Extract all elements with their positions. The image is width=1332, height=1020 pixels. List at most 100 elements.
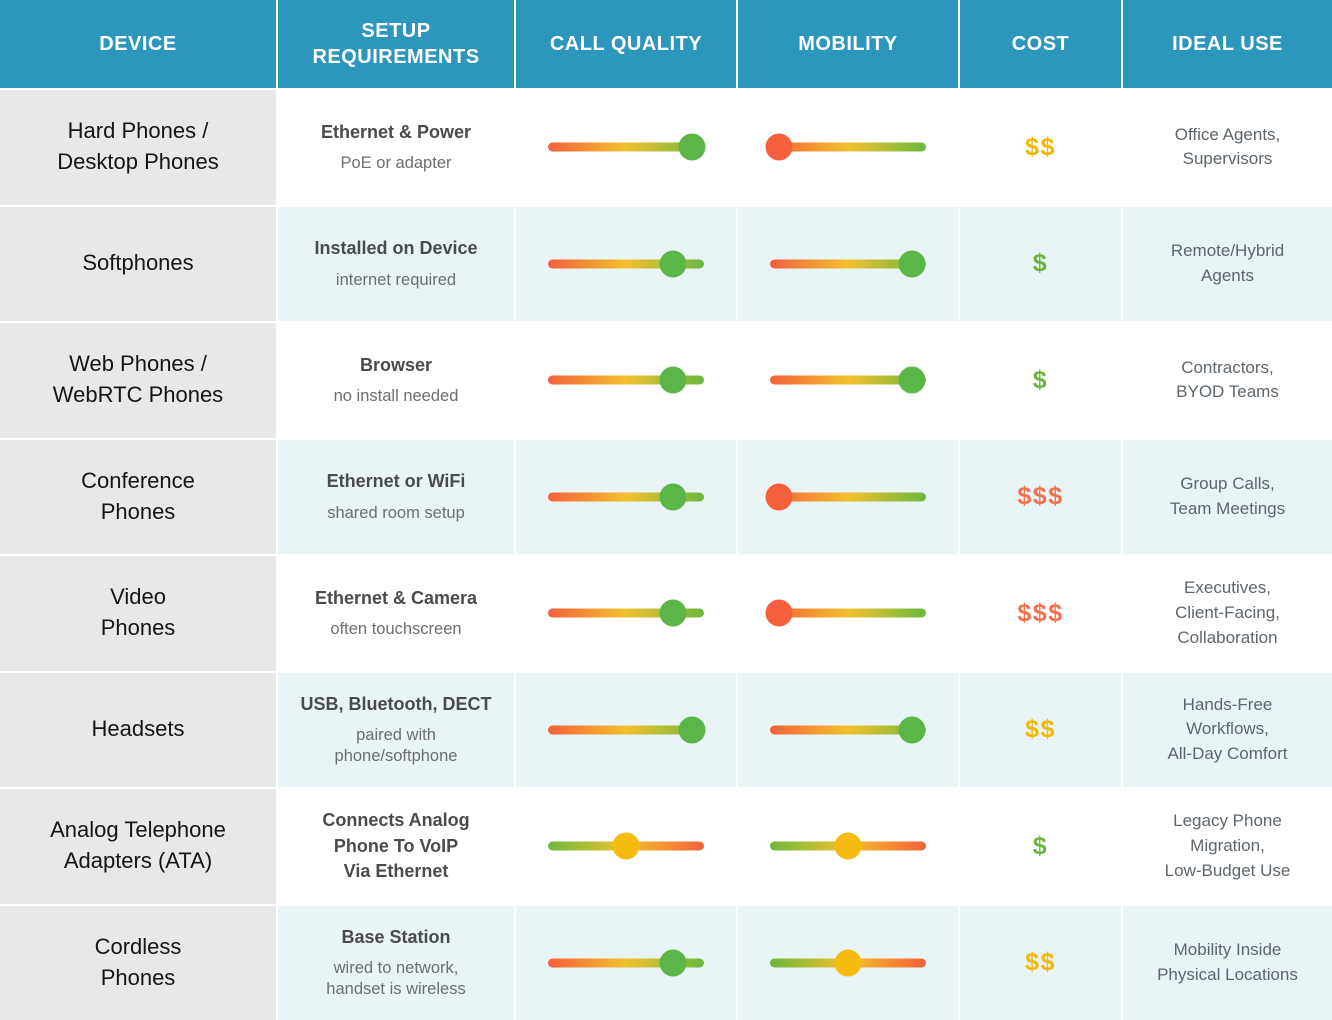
- ideal-use-cell: Remote/Hybrid Agents: [1123, 206, 1332, 321]
- mobility-slider: [770, 366, 926, 394]
- ideal-use-text: Group Calls, Team Meetings: [1169, 474, 1286, 518]
- call-quality-slider: [548, 832, 704, 860]
- ideal-use-cell: Hands-Free Workflows, All-Day Comfort: [1123, 672, 1332, 787]
- device-name-cell: Analog Telephone Adapters (ATA): [0, 789, 276, 904]
- setup-sub-text: PoE or adapter: [340, 154, 452, 173]
- gradient-track: [548, 958, 704, 968]
- slider-dot: [898, 716, 926, 744]
- slider-dot: [765, 133, 793, 161]
- call-quality-slider: [548, 250, 704, 278]
- slider-dot: [834, 949, 862, 977]
- gradient-track: [770, 375, 926, 385]
- cost-cell: $: [960, 206, 1121, 321]
- mobility-cell: [738, 206, 958, 321]
- slider-dot: [898, 366, 926, 394]
- setup-main-text: Ethernet & Camera: [314, 587, 478, 608]
- gradient-track: [548, 259, 704, 269]
- gradient-track: [770, 492, 926, 502]
- setup-requirements-cell: USB, Bluetooth, DECT paired with phone/s…: [278, 672, 514, 787]
- call-quality-cell: [516, 789, 736, 904]
- cost-dollar-signs: $: [1032, 831, 1049, 860]
- cost-dollar-signs: $$: [1025, 715, 1056, 744]
- header-setup-requirements: SETUP REQUIREMENTS: [278, 0, 514, 88]
- gradient-track: [548, 375, 704, 385]
- setup-main-text: USB, Bluetooth, DECT: [300, 693, 492, 714]
- header-device: DEVICE: [0, 0, 276, 88]
- cost-dollar-signs: $: [1032, 249, 1049, 278]
- slider-dot: [659, 250, 687, 278]
- ideal-use-cell: Mobility Inside Physical Locations: [1123, 905, 1332, 1020]
- cost-dollar-signs: $$: [1025, 132, 1056, 161]
- setup-sub-text: paired with phone/softphone: [334, 725, 458, 766]
- setup-requirements-cell: Ethernet & Camera often touchscreen: [278, 556, 514, 671]
- slider-dot: [765, 483, 793, 511]
- slider-dot: [659, 949, 687, 977]
- slider-dot: [659, 599, 687, 627]
- mobility-cell: [738, 789, 958, 904]
- call-quality-slider: [548, 483, 704, 511]
- call-quality-cell: [516, 439, 736, 554]
- mobility-slider: [765, 599, 926, 627]
- gradient-track: [770, 259, 926, 269]
- setup-main-text: Connects Analog Phone To VoIP Via Ethern…: [322, 810, 470, 881]
- call-quality-slider: [548, 949, 704, 977]
- setup-main-text: Browser: [359, 354, 433, 375]
- header-mobility: MOBILITY: [738, 0, 958, 88]
- mobility-slider: [770, 250, 926, 278]
- call-quality-cell: [516, 206, 736, 321]
- ideal-use-cell: Executives, Client-Facing, Collaboration: [1123, 556, 1332, 671]
- setup-main-text: Base Station: [341, 926, 451, 947]
- cost-cell: $: [960, 323, 1121, 438]
- slider-dot: [659, 483, 687, 511]
- mobility-slider: [770, 716, 926, 744]
- mobility-slider: [770, 832, 926, 860]
- mobility-slider: [770, 949, 926, 977]
- ideal-use-text: Legacy Phone Migration, Low-Budget Use: [1164, 811, 1291, 880]
- ideal-use-cell: Office Agents, Supervisors: [1123, 90, 1332, 205]
- ideal-use-text: Mobility Inside Physical Locations: [1157, 940, 1298, 984]
- mobility-slider: [765, 483, 926, 511]
- slider-dot: [765, 599, 793, 627]
- device-name-cell: Video Phones: [0, 556, 276, 671]
- device-name-cell: Conference Phones: [0, 439, 276, 554]
- cost-dollar-signs: $$$: [1017, 482, 1064, 511]
- cost-dollar-signs: $$$: [1017, 598, 1064, 627]
- gradient-track: [770, 142, 926, 152]
- gradient-track: [770, 725, 926, 735]
- slider-dot: [678, 716, 706, 744]
- cost-cell: $$: [960, 905, 1121, 1020]
- call-quality-cell: [516, 90, 736, 205]
- ideal-use-cell: Group Calls, Team Meetings: [1123, 439, 1332, 554]
- mobility-cell: [738, 90, 958, 205]
- setup-requirements-cell: Ethernet & Power PoE or adapter: [278, 90, 514, 205]
- call-quality-cell: [516, 672, 736, 787]
- setup-sub-text: no install needed: [333, 387, 459, 406]
- mobility-cell: [738, 556, 958, 671]
- call-quality-slider: [548, 133, 706, 161]
- slider-dot: [834, 832, 862, 860]
- cost-cell: $$: [960, 672, 1121, 787]
- setup-requirements-cell: Ethernet or WiFi shared room setup: [278, 439, 514, 554]
- cost-dollar-signs: $: [1032, 365, 1049, 394]
- device-name-cell: Web Phones / WebRTC Phones: [0, 323, 276, 438]
- device-name-cell: Softphones: [0, 206, 276, 321]
- mobility-cell: [738, 672, 958, 787]
- header-call-quality: CALL QUALITY: [516, 0, 736, 88]
- call-quality-cell: [516, 905, 736, 1020]
- gradient-track: [548, 725, 704, 735]
- cost-dollar-signs: $$: [1025, 948, 1056, 977]
- header-ideal-use: IDEAL USE: [1123, 0, 1332, 88]
- mobility-cell: [738, 905, 958, 1020]
- ideal-use-text: Office Agents, Supervisors: [1174, 124, 1281, 169]
- slider-dot: [898, 250, 926, 278]
- cost-cell: $: [960, 789, 1121, 904]
- setup-main-text: Ethernet or WiFi: [326, 471, 466, 492]
- setup-requirements-cell: Base Station wired to network, handset i…: [278, 905, 514, 1020]
- ideal-use-cell: Contractors, BYOD Teams: [1123, 323, 1332, 438]
- mobility-slider: [765, 133, 926, 161]
- call-quality-cell: [516, 323, 736, 438]
- call-quality-slider: [548, 716, 706, 744]
- setup-requirements-cell: Installed on Device internet required: [278, 206, 514, 321]
- gradient-track: [770, 608, 926, 618]
- gradient-track: [548, 492, 704, 502]
